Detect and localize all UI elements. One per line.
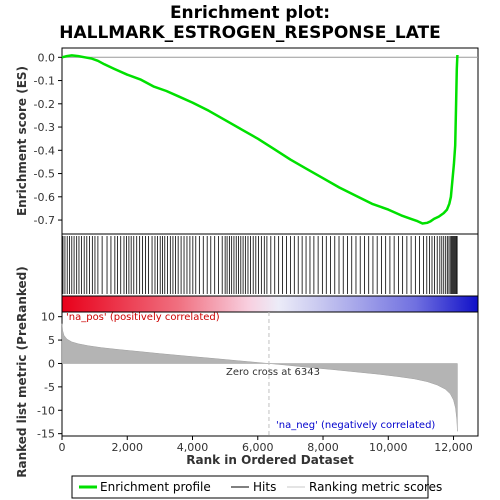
legend-metric-label: Ranking metric scores — [309, 480, 442, 494]
metric-y-tick-label: -15 — [37, 428, 55, 441]
hits-layer — [62, 236, 458, 294]
metric-y-axis: 10 5 0 -5 -10 -15 — [37, 311, 62, 441]
chart-title: Enrichment plot: — [170, 3, 330, 23]
x-tick-label: 8,000 — [307, 441, 339, 454]
es-y-axis: 0.0 -0.1 -0.2 -0.3 -0.4 -0.5 -0.6 -0.7 — [34, 51, 62, 227]
chart-subtitle: HALLMARK_ESTROGEN_RESPONSE_LATE — [59, 23, 441, 43]
metric-y-tick-label: -5 — [44, 381, 55, 394]
es-y-tick-label: -0.7 — [34, 214, 55, 227]
legend-profile-label: Enrichment profile — [100, 480, 211, 494]
zero-cross-label: Zero cross at 6343 — [226, 367, 320, 378]
es-y-tick-label: -0.6 — [34, 191, 55, 204]
x-tick-label: 6,000 — [242, 441, 274, 454]
es-y-tick-label: -0.1 — [34, 75, 55, 88]
rank-color-bar — [61, 295, 479, 313]
metric-y-tick-label: -10 — [37, 404, 55, 417]
legend-hits-label: Hits — [253, 480, 276, 494]
enrichment-profile-line — [61, 54, 459, 225]
metric-y-tick-label: 5 — [48, 334, 55, 347]
x-tick-label: 12,000 — [434, 441, 473, 454]
metric-y-tick-label: 10 — [41, 311, 55, 324]
metric-panel-frame — [61, 311, 479, 437]
metric-area — [61, 323, 458, 432]
es-y-tick-label: 0.0 — [38, 51, 56, 64]
x-tick-label: 0 — [59, 441, 66, 454]
x-axis-label: Rank in Ordered Dataset — [186, 453, 354, 467]
es-line-layer — [61, 54, 478, 225]
pos-label: 'na_pos' (positively correlated) — [66, 312, 220, 323]
es-y-tick-label: -0.3 — [34, 121, 55, 134]
metric-y-tick-label: 0 — [48, 357, 55, 370]
x-axis: 0 2,000 4,000 6,000 8,000 10,000 12,000 — [59, 436, 473, 454]
es-y-tick-label: -0.4 — [34, 144, 55, 157]
legend: Enrichment profile Hits Ranking metric s… — [71, 475, 442, 499]
metric-layer — [61, 312, 458, 436]
neg-label: 'na_neg' (negatively correlated) — [276, 420, 435, 431]
metric-y-axis-label: Ranked list metric (PreRanked) — [15, 266, 29, 478]
es-y-tick-label: -0.5 — [34, 168, 55, 181]
legend-frame — [71, 475, 429, 499]
es-y-axis-label: Enrichment score (ES) — [15, 66, 29, 216]
x-tick-label: 2,000 — [112, 441, 144, 454]
x-tick-label: 10,000 — [369, 441, 408, 454]
x-tick-label: 4,000 — [177, 441, 209, 454]
es-y-tick-label: -0.2 — [34, 98, 55, 111]
es-panel-frame — [61, 47, 479, 235]
